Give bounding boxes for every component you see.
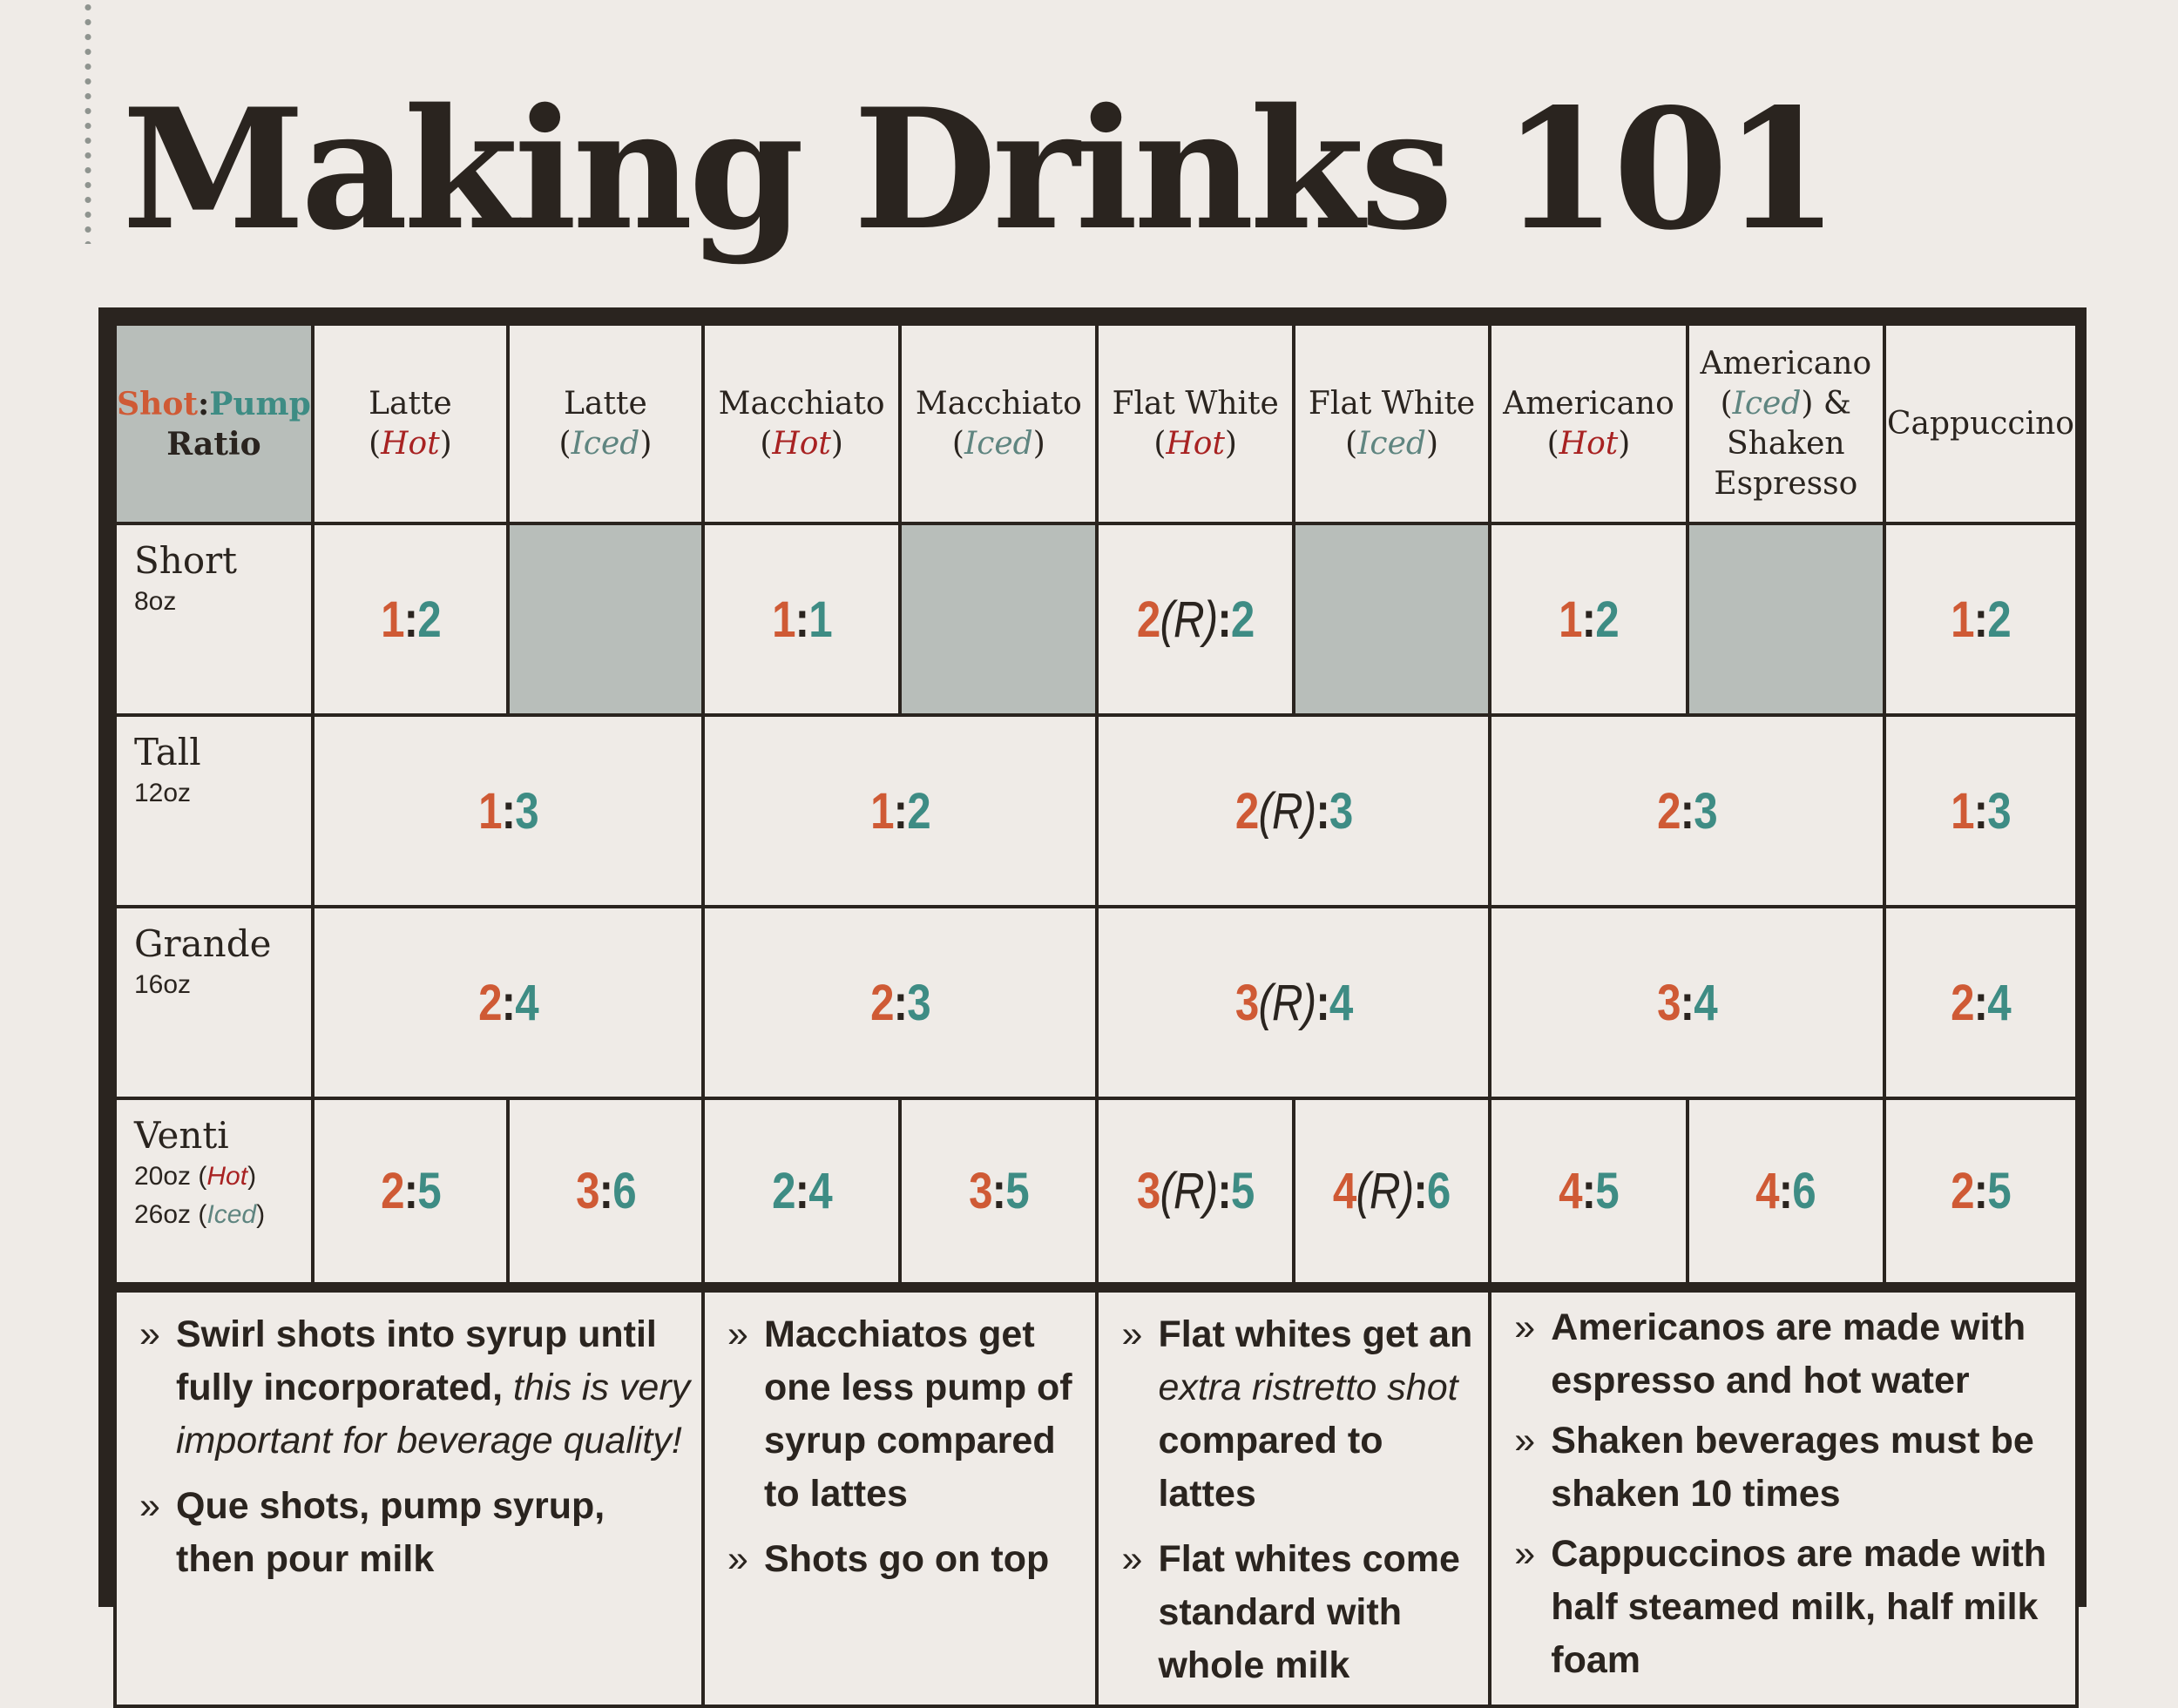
ratio-cell: 2:5	[310, 1097, 510, 1289]
empty-cell	[1291, 522, 1492, 717]
size-grande: Grande 16oz	[113, 905, 315, 1100]
note-item: » Flat whites get an extra ristretto shot c…	[1121, 1313, 1473, 1515]
row-grande: Grande 16oz 2:4 2:3 3(R):4 3:4 2:4	[113, 905, 2080, 1100]
ratio-cell: 2:4	[701, 1097, 903, 1289]
ratio-cell: 1:2	[701, 713, 1099, 908]
note-item: » Que shots, pump syrup, then pour milk	[139, 1485, 605, 1580]
col-header-macchiato-hot: Macchiato (Hot)	[701, 322, 903, 525]
ratio-cell: 4:5	[1488, 1097, 1689, 1289]
empty-cell	[1685, 522, 1886, 717]
note-item: » Swirl shots into syrup until fully inco…	[139, 1313, 691, 1462]
ratio-cell: 1:2	[1488, 522, 1689, 717]
row-short: Short 8oz 1:2 1:1 2(R):2 1:2 1:2	[113, 522, 2080, 717]
dotted-rule	[84, 0, 92, 244]
ratio-cell: 2:5	[1882, 1097, 2080, 1289]
notes-latte: » Swirl shots into syrup until fully inco…	[112, 1282, 706, 1708]
ratio-cell: 1:3	[310, 713, 706, 908]
row-venti: Venti 20oz (Hot) 26oz (Iced) 2:5 3:6 2:4…	[113, 1097, 2080, 1289]
ratio-table: Shot:Pump Ratio Latte (Hot) Latte (Iced) M…	[112, 322, 2080, 1708]
note-item: » Americanos are made with espresso and h…	[1514, 1306, 2026, 1401]
notes-macchiato: » Macchiatos get one less pump of syrup c…	[701, 1282, 1099, 1708]
note-item: » Macchiatos get one less pump of syrup c…	[727, 1313, 1072, 1515]
size-tall: Tall 12oz	[113, 713, 315, 908]
page-title: Making Drinks 101	[122, 72, 1839, 267]
col-header-cappuccino: Cappuccino	[1882, 322, 2080, 525]
size-venti: Venti 20oz (Hot) 26oz (Iced)	[113, 1097, 315, 1289]
colon: :	[197, 385, 210, 422]
col-header-americano-hot: Americano (Hot)	[1488, 322, 1689, 525]
ratio-cell: 3(R):4	[1095, 905, 1492, 1100]
col-header-flatwhite-hot: Flat White (Hot)	[1095, 322, 1295, 525]
ratio-cell: 1:1	[701, 522, 903, 717]
ratio-cell: 3:6	[505, 1097, 706, 1289]
ratio-cell: 2:3	[701, 905, 1099, 1100]
col-header-flatwhite-iced: Flat White (Iced)	[1291, 322, 1492, 525]
ratio-cell: 3(R):5	[1095, 1097, 1295, 1289]
size-short: Short 8oz	[113, 522, 315, 717]
ratio-table-frame: Shot:Pump Ratio Latte (Hot) Latte (Iced) M…	[98, 307, 2087, 1708]
ratio-cell: 2:4	[1882, 905, 2080, 1100]
ratio-cell: 4(R):6	[1291, 1097, 1492, 1289]
col-header-latte-hot: Latte (Hot)	[310, 322, 510, 525]
ratio-cell: 2(R):3	[1095, 713, 1492, 908]
empty-cell	[898, 522, 1099, 717]
notes-americano: » Americanos are made with espresso and h…	[1488, 1282, 2079, 1708]
ratio-cell: 1:3	[1882, 713, 2080, 908]
note-item: » Shaken beverages must be shaken 10 time…	[1514, 1420, 2034, 1515]
shot-label: Shot	[117, 385, 198, 422]
notes-flatwhite: » Flat whites get an extra ristretto shot c…	[1095, 1282, 1492, 1708]
header-row: Shot:Pump Ratio Latte (Hot) Latte (Iced) M…	[113, 322, 2080, 525]
row-tall: Tall 12oz 1:3 1:2 2(R):3 2:3 1:3	[113, 713, 2080, 908]
notes-row: » Swirl shots into syrup until fully inco…	[112, 1282, 2079, 1708]
ratio-cell: 1:2	[1882, 522, 2080, 717]
ratio-cell: 3:5	[898, 1097, 1099, 1289]
pump-label: Pump	[209, 385, 311, 422]
ratio-cell: 2:4	[310, 905, 706, 1100]
note-item: » Flat whites come standard with whole mi…	[1121, 1538, 1460, 1686]
col-header-americano-iced-shaken: Americano (Iced) & Shaken Espresso	[1685, 322, 1886, 525]
corner-cell: Shot:Pump Ratio	[113, 322, 315, 525]
ratio-cell: 2(R):2	[1095, 522, 1295, 717]
ratio-cell: 1:2	[310, 522, 510, 717]
col-header-latte-iced: Latte (Iced)	[505, 322, 706, 525]
note-item: » Cappuccinos are made with half steamed …	[1514, 1533, 2046, 1681]
ratio-label: Ratio	[166, 425, 261, 462]
empty-cell	[505, 522, 706, 717]
ratio-cell: 3:4	[1488, 905, 1886, 1100]
note-item: » Shots go on top	[727, 1538, 1050, 1580]
ratio-cell: 4:6	[1685, 1097, 1886, 1289]
ratio-cell: 2:3	[1488, 713, 1886, 908]
col-header-macchiato-iced: Macchiato (Iced)	[898, 322, 1099, 525]
